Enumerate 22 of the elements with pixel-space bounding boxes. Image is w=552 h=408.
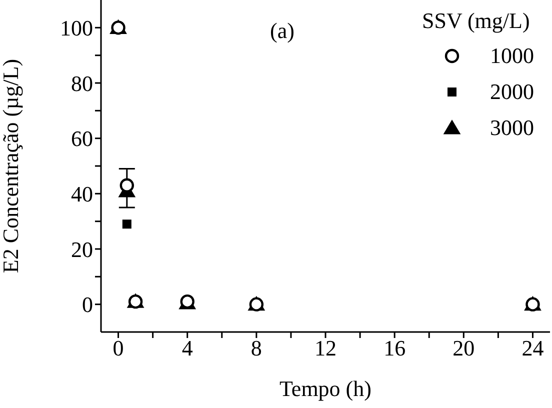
y-tick-label: 20 bbox=[71, 236, 93, 262]
y-tick-label: 0 bbox=[82, 292, 93, 318]
x-tick-label: 4 bbox=[182, 336, 193, 361]
y-tick-label: 60 bbox=[71, 126, 93, 152]
x-tick-label: 24 bbox=[522, 336, 544, 361]
y-tick-label: 80 bbox=[71, 70, 93, 96]
y-axis-title: E2 Concentração (µg/L) bbox=[0, 58, 23, 274]
x-tick-label: 16 bbox=[384, 336, 406, 361]
legend-label: 3000 bbox=[490, 115, 534, 141]
legend-title: SSV (mg/L) bbox=[422, 8, 531, 34]
legend-label: 1000 bbox=[490, 43, 534, 69]
x-axis-title: Tempo (h) bbox=[280, 376, 372, 401]
x-tick-label: 8 bbox=[250, 336, 262, 361]
point bbox=[120, 178, 134, 192]
annotation: (a) bbox=[270, 18, 294, 44]
point bbox=[122, 220, 132, 229]
y-tick-label: 100 bbox=[60, 15, 93, 40]
x-tick-label: 12 bbox=[314, 336, 336, 361]
y-tick-label: 40 bbox=[71, 181, 93, 206]
x-tick-label: 20 bbox=[452, 336, 475, 361]
legend-label: 2000 bbox=[490, 79, 534, 105]
x-tick-label: 0 bbox=[112, 336, 124, 361]
